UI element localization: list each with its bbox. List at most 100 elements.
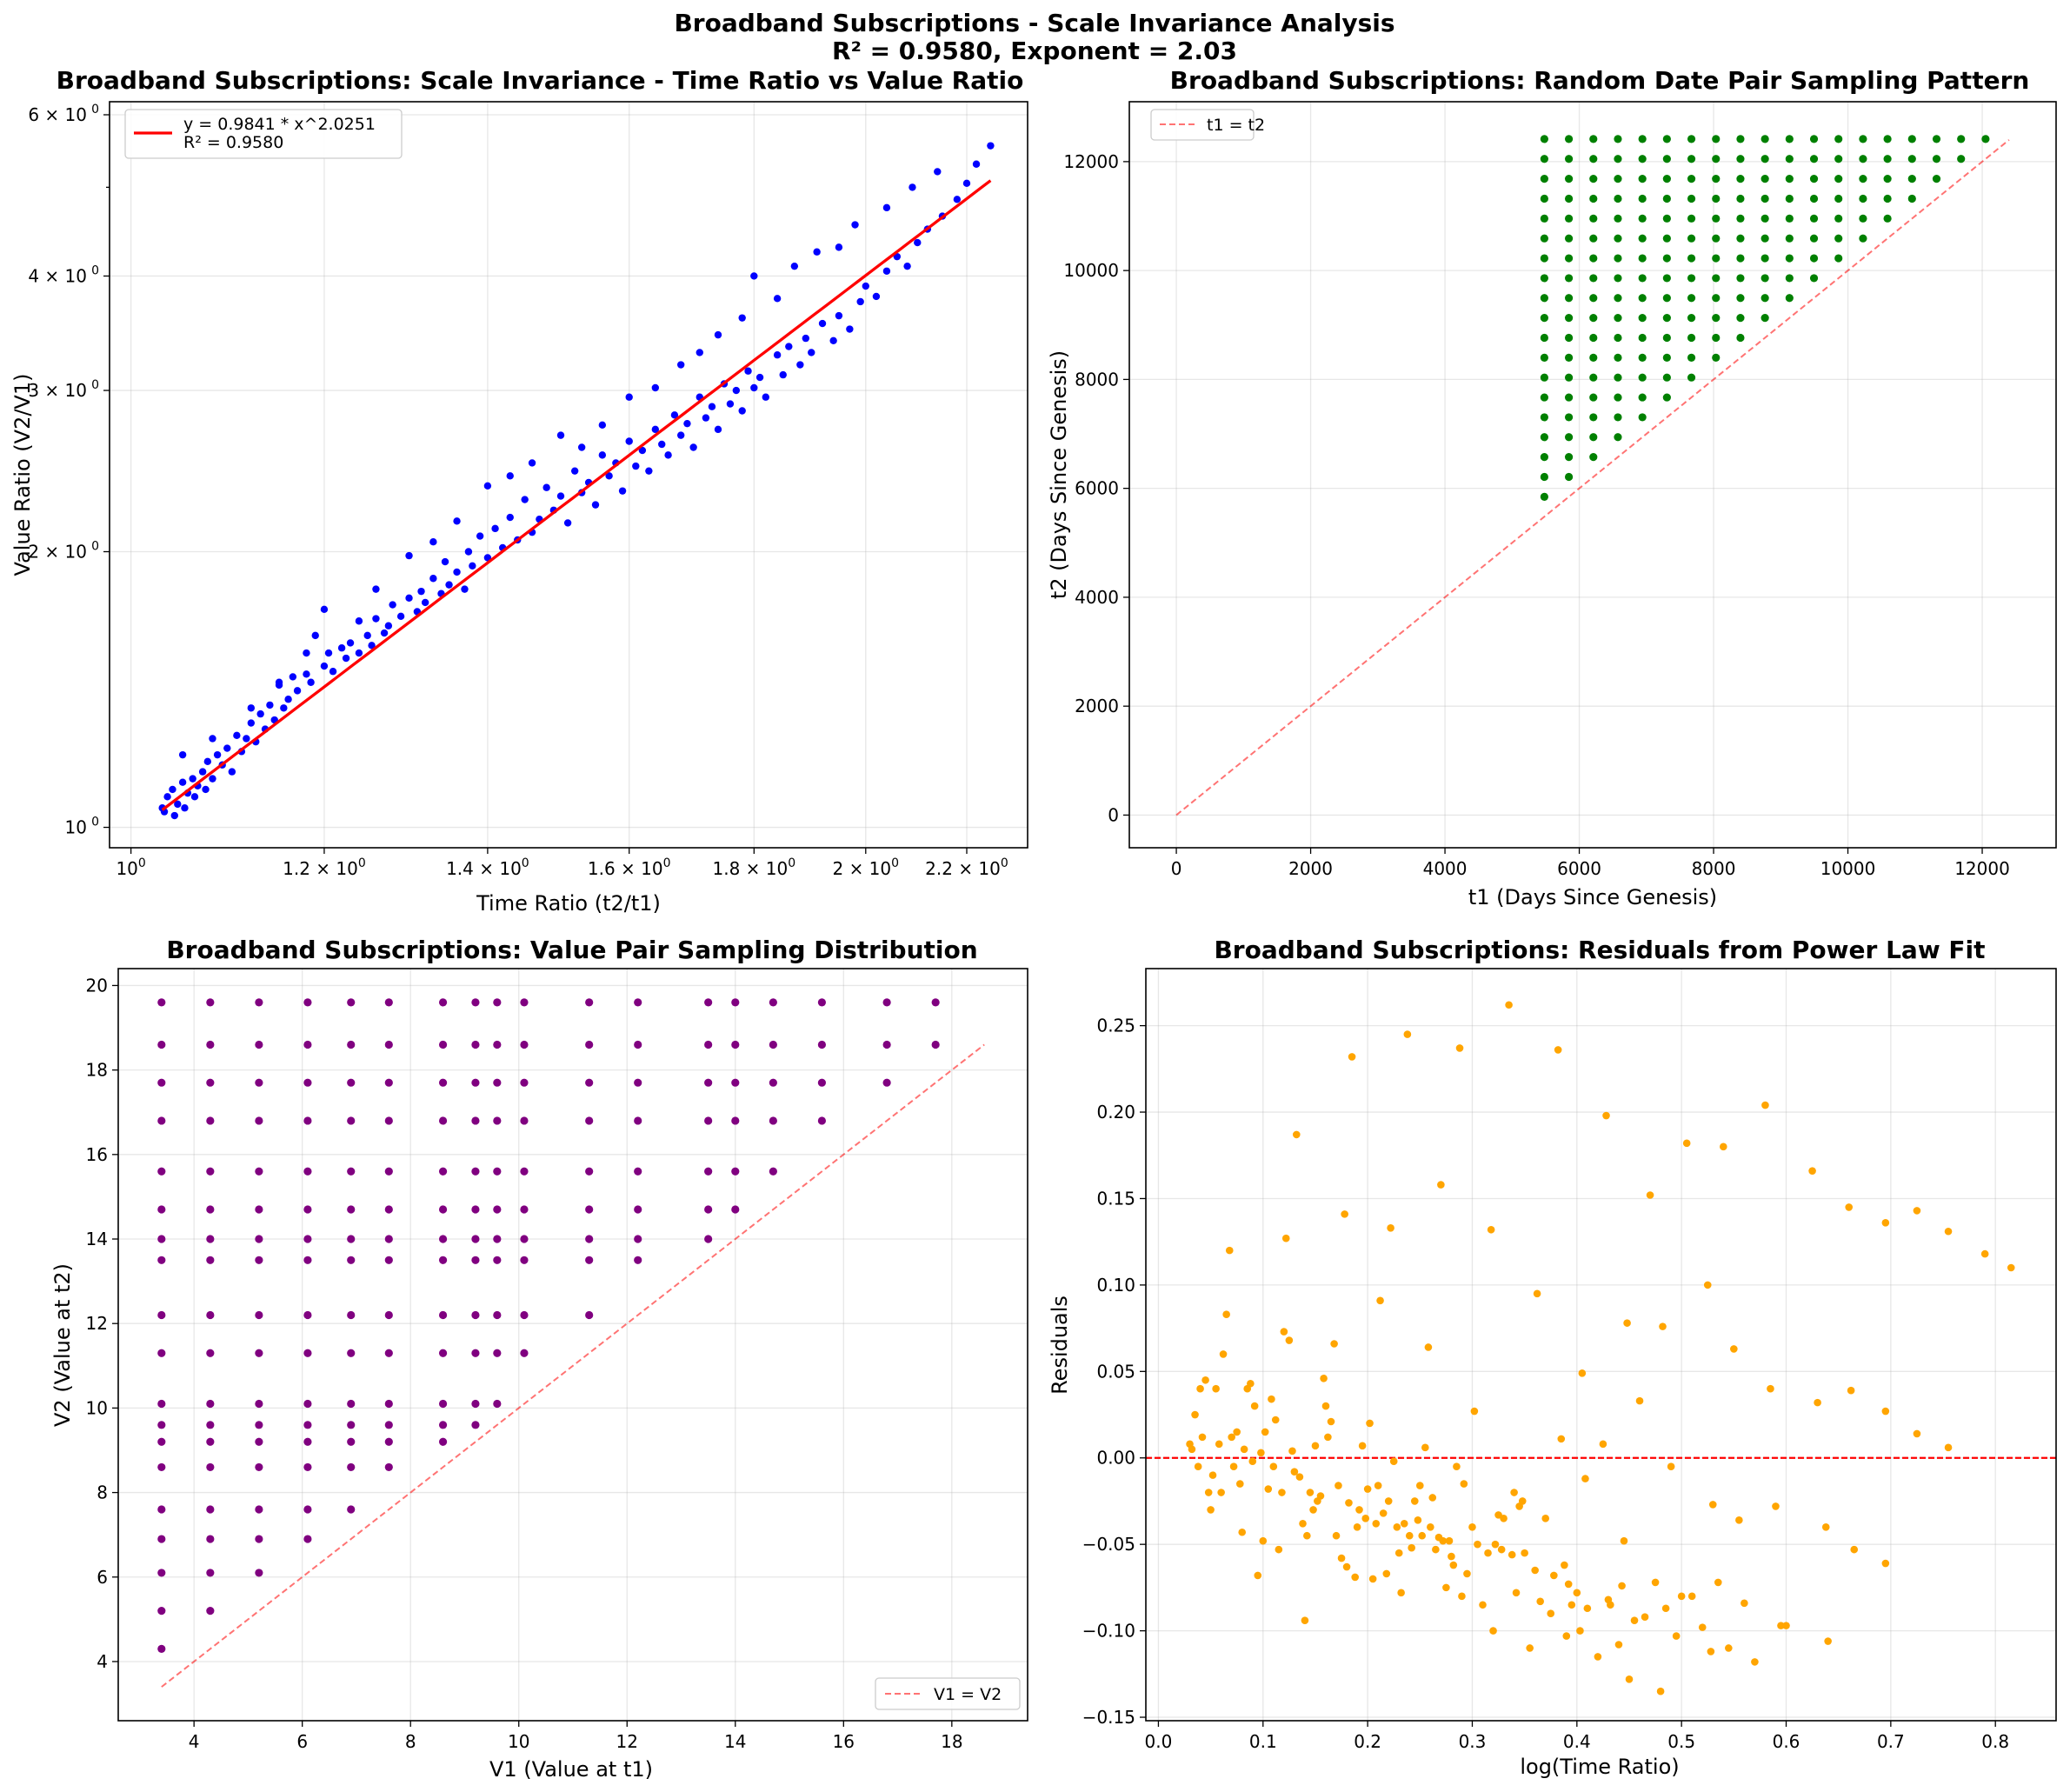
panel2-scatter-point — [1785, 175, 1794, 183]
panel3-scatter-point — [347, 1256, 356, 1264]
panel3-scatter-point — [493, 1205, 502, 1214]
panel2-scatter-point — [1712, 254, 1721, 263]
panel2-scatter-point — [1736, 175, 1745, 183]
panel3-scatter-point — [769, 1078, 777, 1087]
panel3-scatter-point — [347, 1040, 356, 1049]
panel3-y-axis-label: V2 (Value at t2) — [50, 1263, 75, 1427]
panel3-scatter-point — [438, 1349, 448, 1357]
panel3-scatter-point — [303, 1421, 312, 1429]
panel2-scatter-point — [1614, 175, 1622, 183]
panel2-scatter-point — [1687, 175, 1696, 183]
panel4-scatter-point — [1453, 1462, 1461, 1470]
panel3-scatter-point — [347, 998, 356, 1007]
panel4-scatter-point — [1635, 1396, 1644, 1405]
panel4-scatter-point — [1225, 1246, 1234, 1255]
panel1-scatter-point — [372, 615, 380, 623]
panel3-scatter-point — [634, 1078, 642, 1087]
panel2-scatter-point — [1760, 135, 1769, 143]
panel2-scatter-point — [1662, 393, 1671, 402]
panel2-scatter-point — [1614, 135, 1622, 143]
panel1-scatter-point — [676, 361, 685, 369]
panel1-scatter-point — [714, 425, 722, 434]
panel2-x-tick-label: 0 — [1171, 858, 1182, 879]
panel2-legend-label: t1 = t2 — [1207, 116, 1265, 135]
panel4-scatter-point — [1510, 1489, 1518, 1496]
panel4-scatter-point — [1720, 1142, 1727, 1151]
panel3-scatter-point — [157, 1235, 166, 1243]
panel3-scatter-point — [585, 1167, 594, 1176]
panel3-scatter-point — [471, 1167, 480, 1176]
panel1-scatter-point — [808, 349, 815, 356]
panel1-scatter-point — [651, 383, 660, 392]
panel3-scatter-point — [206, 998, 215, 1007]
panel1-scatter-point — [163, 793, 171, 801]
panel2-scatter-point — [1614, 155, 1622, 163]
panel3-scatter-point — [206, 1462, 215, 1472]
panel2-scatter-point — [1614, 393, 1622, 402]
panel4-frame — [1145, 968, 2057, 1722]
panel4-scatter-point — [1348, 1053, 1356, 1061]
panel2-scatter-point — [1589, 333, 1598, 343]
panel2-scatter-point — [1662, 194, 1671, 203]
panel1-scatter-point — [638, 446, 647, 455]
panel1-title: Broadband Subscriptions: Scale Invarianc… — [57, 66, 1024, 95]
panel2-scatter-point — [1834, 135, 1843, 143]
panel2-scatter-point — [1614, 254, 1622, 263]
panel3-scatter-point — [206, 1205, 215, 1214]
panel2-x-axis-label: t1 (Days Since Genesis) — [1468, 885, 1717, 909]
panel2-scatter-point — [1736, 234, 1745, 243]
panel3-scatter-point — [303, 1256, 312, 1264]
panel3-scatter-point — [493, 1399, 502, 1409]
panel4-scatter-point — [1460, 1480, 1468, 1488]
panel1-scatter-point — [178, 750, 187, 759]
panel4-x-tick-label: 0.3 — [1459, 1731, 1487, 1752]
panel3-scatter-point — [255, 1078, 263, 1087]
panel1-scatter-point — [773, 351, 782, 359]
panel3-scatter-point — [585, 998, 594, 1007]
panel3-scatter-point — [493, 1167, 502, 1176]
panel4-scatter-point — [1321, 1402, 1330, 1410]
panel2-scatter-point — [1638, 155, 1647, 163]
panel4-scatter-point — [1541, 1515, 1550, 1522]
panel3-scatter-point — [520, 1116, 529, 1125]
panel2-scatter-point — [1564, 314, 1574, 323]
panel2-scatter-point — [1785, 234, 1794, 243]
panel4-y-tick-label: −0.10 — [1082, 1621, 1135, 1642]
panel1-scatter-point — [405, 551, 413, 560]
panel3-scatter-point — [438, 1437, 448, 1446]
panel3-scatter-point — [520, 1078, 529, 1087]
panel2-x-tick-label: 6000 — [1557, 858, 1601, 879]
panel1-scatter-point — [625, 437, 633, 445]
panel4-scatter-point — [1449, 1561, 1458, 1569]
panel2-scatter-point — [1760, 314, 1769, 323]
panel2-scatter-point — [1540, 413, 1548, 422]
panel3-scatter-point — [206, 1349, 215, 1357]
panel4-scatter-point — [1448, 1552, 1455, 1561]
panel1-scatter-point — [732, 386, 741, 395]
panel4-scatter-point — [1285, 1336, 1294, 1344]
panel3-scatter-point — [303, 1116, 312, 1125]
panel2-scatter-point — [1736, 214, 1745, 223]
panel2-scatter-point — [1760, 254, 1769, 263]
panel2-scatter-point — [1712, 155, 1721, 163]
panel2-scatter-point — [1662, 155, 1671, 163]
panel4-scatter-point — [1217, 1489, 1225, 1496]
panel2-scatter-point — [1687, 194, 1696, 203]
panel4-scatter-point — [1222, 1310, 1230, 1319]
panel4-y-tick-label: −0.05 — [1082, 1534, 1135, 1555]
panel1-scatter-point — [293, 687, 302, 695]
panel1-scatter-point — [170, 811, 178, 820]
panel2-scatter-point — [1662, 353, 1671, 362]
panel1-y-tick-exponent: 0 — [91, 103, 99, 117]
panel4-scatter-point — [1428, 1494, 1437, 1502]
panel3-scatter-point — [634, 1040, 642, 1049]
panel2-scatter-point — [1662, 294, 1671, 303]
panel1-scatter-point — [396, 612, 405, 621]
panel2-scatter-point — [1589, 155, 1598, 163]
panel4-scatter-point — [1512, 1589, 1521, 1597]
panel4-scatter-point — [1808, 1167, 1816, 1175]
panel3-scatter-point — [585, 1040, 594, 1049]
panel3-scatter-point — [206, 1256, 215, 1264]
panel3-scatter-point — [520, 1310, 529, 1320]
panel2-scatter-point — [1564, 472, 1574, 482]
